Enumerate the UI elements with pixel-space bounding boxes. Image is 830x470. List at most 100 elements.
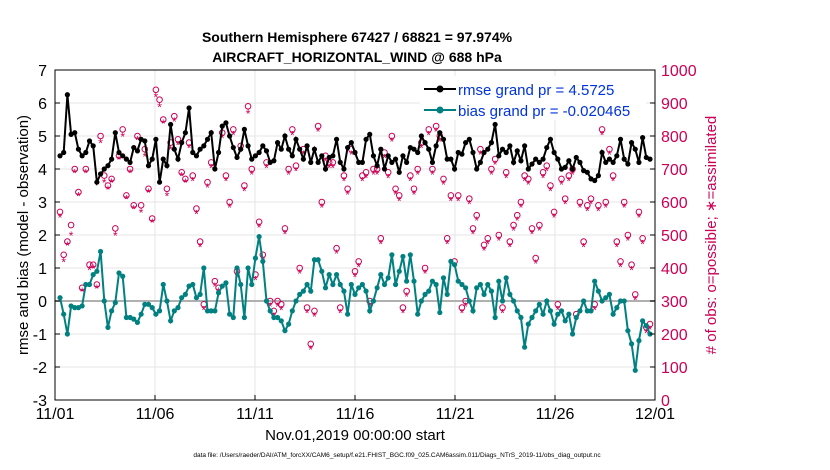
rmse-point	[120, 153, 126, 159]
bias-point	[315, 257, 321, 263]
y-left-tick-label: 5	[38, 129, 47, 146]
rmse-point	[540, 156, 546, 162]
obs-possible-point	[403, 287, 410, 295]
bias-point	[330, 281, 336, 288]
obs-assimilated-point: *	[297, 267, 302, 281]
obs-assimilated-point: *	[257, 221, 262, 235]
rmse-point	[426, 146, 432, 152]
bias-point	[304, 281, 310, 288]
bias-point	[418, 298, 424, 304]
obs-assimilated-point: *	[95, 282, 100, 296]
obs-assimilated-point: *	[515, 214, 520, 228]
obs-possible-point	[477, 145, 484, 153]
rmse-point	[492, 121, 498, 128]
obs-assimilated-point: *	[404, 290, 409, 304]
rmse-point	[374, 163, 380, 169]
obs-assimilated-point: *	[201, 303, 206, 317]
obs-possible-point	[336, 304, 344, 311]
obs-possible-point	[244, 103, 252, 110]
rmse-point	[444, 156, 450, 162]
rmse-point	[628, 140, 635, 146]
bias-point	[636, 338, 642, 344]
rmse-point	[632, 146, 638, 152]
obs-assimilated-point: *	[198, 241, 203, 255]
obs-possible-point	[289, 126, 296, 133]
rmse-point	[315, 159, 321, 165]
obs-possible-point	[241, 182, 248, 189]
bias-point	[83, 281, 89, 288]
obs-assimilated-point: *	[371, 168, 376, 182]
bias-point	[595, 288, 601, 294]
obs-possible-point	[230, 126, 237, 133]
rmse-point	[614, 153, 620, 159]
bias-point	[101, 298, 107, 304]
bias-point	[356, 285, 362, 291]
obs-possible-point	[292, 162, 300, 169]
rmse-point	[359, 159, 365, 165]
obs-assimilated-point: *	[209, 161, 214, 175]
rmse-point	[212, 166, 218, 172]
obs-assimilated-point: *	[640, 237, 645, 251]
bias-point	[404, 278, 410, 284]
obs-assimilated-point: *	[382, 151, 387, 165]
obs-possible-point	[628, 261, 635, 269]
obs-possible-point	[359, 172, 366, 179]
rmse-point	[367, 131, 373, 137]
bias-point	[614, 305, 620, 311]
obs-assimilated-point: *	[165, 189, 170, 203]
obs-assimilated-point: *	[426, 128, 431, 142]
rmse-point	[584, 169, 590, 175]
obs-assimilated-point: *	[578, 201, 583, 215]
obs-possible-point	[510, 221, 517, 229]
bias-point	[201, 265, 207, 271]
rmse-point	[533, 156, 539, 162]
obs-assimilated-point: *	[600, 128, 605, 142]
bias-point	[249, 281, 255, 288]
obs-possible-point	[60, 251, 67, 259]
bias-point	[510, 298, 517, 304]
obs-assimilated-point: *	[305, 307, 310, 321]
data-marks: * * * * * * * * * * * * * * * * * * * * * * * * * * * * * * * * * * * * * * * *…	[56, 86, 654, 373]
rmse-point	[271, 158, 277, 164]
rmse-point	[319, 153, 325, 159]
obs-possible-point	[93, 281, 101, 288]
bias-point	[540, 311, 546, 317]
obs-possible-point	[134, 132, 141, 140]
obs-assimilated-point: *	[555, 303, 560, 317]
obs-assimilated-point: *	[334, 247, 339, 261]
obs-possible-point	[495, 231, 503, 239]
bias-point	[643, 323, 649, 329]
obs-possible-point	[484, 235, 492, 242]
bias-point	[444, 291, 450, 297]
rmse-point	[204, 136, 211, 142]
rmse-point	[101, 166, 107, 172]
rmse-point	[647, 156, 653, 162]
bias-point	[525, 321, 531, 327]
y-right-tick-label: 900	[661, 96, 688, 113]
bias-point	[640, 318, 646, 324]
obs-assimilated-point: *	[135, 133, 140, 147]
y-left-tick-label: 7	[38, 63, 47, 80]
obs-assimilated-point: *	[154, 90, 159, 104]
rmse-point	[186, 105, 192, 111]
rmse-point	[422, 140, 428, 146]
obs-possible-point	[399, 304, 407, 311]
obs-assimilated-point: *	[637, 211, 642, 225]
bias-point	[278, 318, 284, 324]
obs-possible-point	[123, 192, 130, 199]
obs-possible-point	[296, 264, 303, 272]
rmse-point	[577, 159, 583, 165]
rmse-point	[378, 146, 384, 152]
obs-possible-point	[558, 175, 565, 183]
legend-bias-marker	[436, 106, 444, 114]
bias-point	[168, 318, 174, 324]
bias-point	[153, 311, 159, 317]
chart-title-line2: AIRCRAFT_HORIZONTAL_WIND @ 688 hPa	[212, 49, 502, 65]
rmse-point	[389, 159, 395, 165]
bias-point	[138, 311, 144, 317]
rmse-point	[168, 121, 174, 128]
bias-point	[105, 324, 111, 330]
y-left-tick-label: 6	[38, 96, 47, 113]
bias-point	[415, 311, 421, 317]
bias-point	[407, 252, 413, 258]
